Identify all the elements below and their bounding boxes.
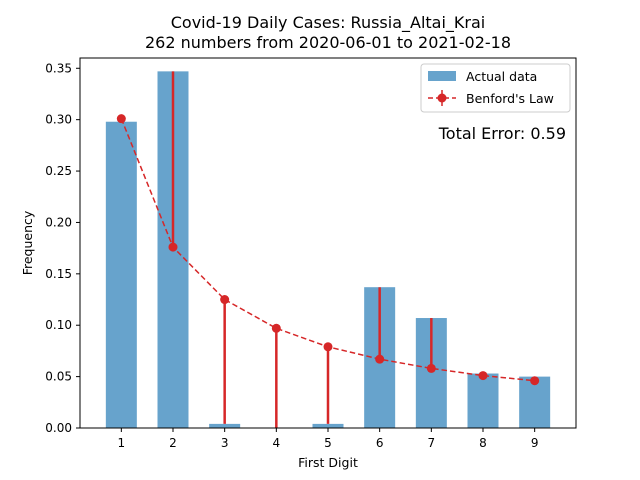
benford-line-group <box>116 114 540 386</box>
bar-digit-1 <box>105 121 137 428</box>
benford-point-digit-5 <box>323 342 333 352</box>
x-tick-label-1: 1 <box>118 436 126 450</box>
y-tick-label-0.30: 0.30 <box>45 113 72 127</box>
benford-point-digit-8 <box>478 371 488 381</box>
y-tick-label-0.05: 0.05 <box>45 370 72 384</box>
x-tick-label-8: 8 <box>479 436 487 450</box>
benford-point-digit-7 <box>426 363 436 373</box>
legend: Actual data Benford's Law <box>420 63 571 113</box>
legend-label-actual: Actual data <box>466 69 537 84</box>
x-axis: 1 2 3 4 5 6 7 8 9 <box>118 428 539 450</box>
legend-swatch-actual <box>428 71 456 81</box>
benford-point-digit-4 <box>271 323 281 333</box>
y-tick-label-0.00: 0.00 <box>45 421 72 435</box>
bar-digit-8 <box>467 373 499 428</box>
x-tick-label-6: 6 <box>376 436 384 450</box>
x-axis-label: First Digit <box>298 455 358 470</box>
x-tick-label-7: 7 <box>428 436 436 450</box>
benford-point-digit-3 <box>220 295 230 305</box>
x-tick-label-5: 5 <box>324 436 332 450</box>
benford-point-digit-1 <box>116 114 126 124</box>
x-tick-label-3: 3 <box>221 436 229 450</box>
chart-subtitle: 262 numbers from 2020-06-01 to 2021-02-1… <box>145 33 511 52</box>
benford-point-digit-2 <box>168 242 178 252</box>
total-error-annotation: Total Error: 0.59 <box>438 124 566 143</box>
y-tick-label-0.20: 0.20 <box>45 215 72 229</box>
y-tick-label-0.10: 0.10 <box>45 318 72 332</box>
legend-swatch-benford-marker <box>437 93 447 103</box>
y-tick-label-0.15: 0.15 <box>45 267 72 281</box>
y-tick-label-0.25: 0.25 <box>45 164 72 178</box>
y-axis-label: Frequency <box>20 210 35 275</box>
bar-digit-3 <box>209 423 241 428</box>
y-tick-label-0.35: 0.35 <box>45 61 72 75</box>
benford-point-digit-6 <box>375 354 385 364</box>
x-tick-label-9: 9 <box>531 436 539 450</box>
x-tick-label-4: 4 <box>273 436 281 450</box>
y-axis: 0.00 0.05 0.10 0.15 0.20 0.25 0.30 0.35 <box>45 61 80 435</box>
error-stems-group <box>120 71 536 428</box>
legend-box <box>420 63 571 113</box>
chart-title: Covid-19 Daily Cases: Russia_Altai_Krai <box>171 13 485 33</box>
legend-label-benford: Benford's Law <box>466 91 554 106</box>
x-tick-label-2: 2 <box>169 436 177 450</box>
bar-digit-5 <box>312 423 344 428</box>
benford-point-digit-9 <box>530 376 540 386</box>
